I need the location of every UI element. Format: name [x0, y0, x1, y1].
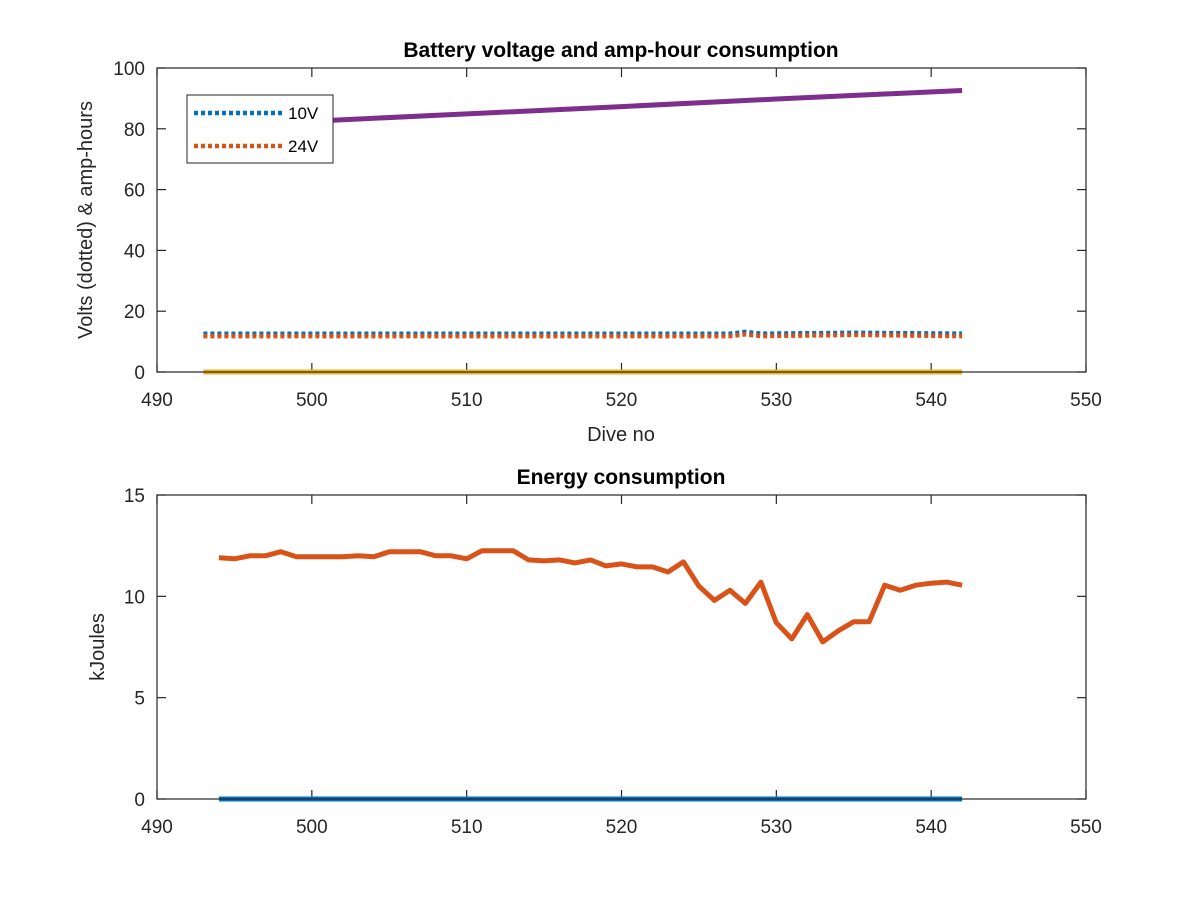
y-axis-label: kJoules [87, 613, 109, 681]
y-axis-label: Volts (dotted) & amp-hours [75, 101, 97, 339]
x-tick-label: 550 [1070, 390, 1102, 411]
x-tick-label: 540 [915, 817, 947, 838]
x-tick-label: 530 [760, 817, 792, 838]
x-tick-label: 510 [451, 817, 483, 838]
x-tick-label: 550 [1070, 817, 1102, 838]
y-tick-label: 60 [124, 181, 145, 202]
legend-box [186, 94, 334, 164]
y-tick-label: 10 [124, 587, 145, 608]
x-tick-label: 500 [296, 390, 328, 411]
y-tick-label: 20 [124, 302, 145, 323]
x-tick-label: 530 [760, 390, 792, 411]
x-axis-label: Dive no [587, 424, 655, 446]
x-tick-label: 490 [141, 390, 173, 411]
x-tick-label: 520 [606, 817, 638, 838]
legend-label-24v: 24V [288, 137, 319, 156]
chart-battery: Battery voltage and amp-hour consumption… [75, 39, 1102, 446]
y-tick-label: 100 [113, 59, 145, 80]
y-tick-label: 15 [124, 486, 145, 507]
y-tick-label: 0 [134, 363, 145, 384]
y-tick-label: 40 [124, 241, 145, 262]
series-line-energy-1 [218, 548, 963, 645]
x-tick-label: 490 [141, 817, 173, 838]
legend: 10V 24V [186, 94, 334, 164]
chart-energy: Energy consumption 490 500 510 520 530 540 550… [87, 466, 1102, 838]
y-tick-label: 0 [134, 790, 145, 811]
legend-label-10v: 10V [288, 104, 319, 123]
y-tick-label: 80 [124, 120, 145, 141]
axes-box [156, 494, 1087, 800]
x-tick-label: 540 [915, 390, 947, 411]
series-line-24v [203, 332, 963, 339]
x-tick-label: 510 [451, 390, 483, 411]
chart-title: Battery voltage and amp-hour consumption [403, 39, 838, 62]
x-tick-label: 520 [606, 390, 638, 411]
axes-box [156, 67, 1087, 373]
axis-ticks: 490 500 510 520 530 540 550 0 20 40 60 80 100 [113, 59, 1102, 411]
x-tick-label: 500 [296, 817, 328, 838]
y-tick-label: 5 [134, 689, 145, 710]
chart-title: Energy consumption [517, 466, 726, 489]
